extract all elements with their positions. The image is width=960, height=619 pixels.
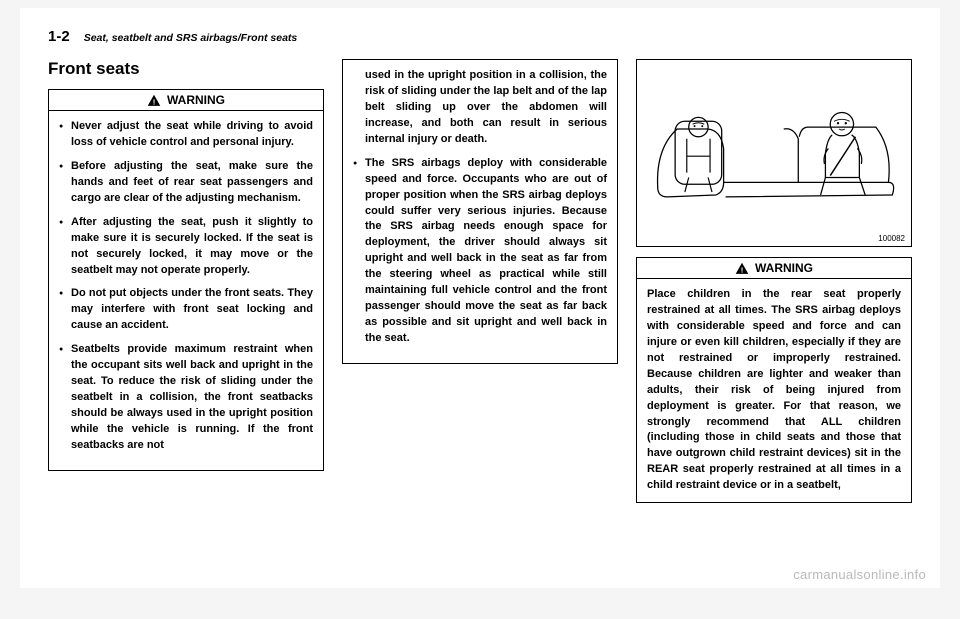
- svg-text:!: !: [741, 265, 744, 274]
- warning-item: The SRS airbags deploy with considerable…: [353, 156, 607, 347]
- breadcrumb: Seat, seatbelt and SRS airbags/Front sea…: [84, 32, 298, 44]
- svg-text:!: !: [153, 97, 156, 106]
- warning-header: ! WARNING: [49, 90, 323, 111]
- warning-item: Before adjusting the seat, make sure the…: [59, 159, 313, 207]
- column-3: 100082 ! WARNING Place children in the r…: [636, 59, 912, 503]
- section-title: Front seats: [48, 59, 324, 79]
- warning-body-2: used in the upright position in a collis…: [343, 60, 617, 363]
- watermark: carmanualsonline.info: [793, 567, 926, 582]
- content-columns: Front seats ! WARNING Never adjust the s…: [48, 59, 912, 503]
- warning-label: WARNING: [167, 93, 225, 107]
- warning-item: Seatbelts provide maximum restraint when…: [59, 342, 313, 454]
- illustration-id: 100082: [878, 234, 905, 243]
- warning-label: WARNING: [755, 261, 813, 275]
- warning-triangle-icon: !: [147, 94, 161, 107]
- illustration-box: 100082: [636, 59, 912, 247]
- page-number: 1-2: [48, 28, 70, 45]
- column-1: Front seats ! WARNING Never adjust the s…: [48, 59, 324, 503]
- warning-item: After adjusting the seat, push it slight…: [59, 215, 313, 279]
- warning-text: Place children in the rear seat properly…: [647, 287, 901, 494]
- warning-box-1: ! WARNING Never adjust the seat while dr…: [48, 89, 324, 471]
- warning-header: ! WARNING: [637, 258, 911, 279]
- warning-body-3: Place children in the rear seat properly…: [637, 279, 911, 502]
- warning-box-2: used in the upright position in a collis…: [342, 59, 618, 364]
- warning-body-1: Never adjust the seat while driving to a…: [49, 111, 323, 470]
- warning-item: Do not put objects under the front seats…: [59, 286, 313, 334]
- children-seat-illustration-icon: [648, 77, 900, 230]
- warning-triangle-icon: !: [735, 262, 749, 275]
- page-header: 1-2 Seat, seatbelt and SRS airbags/Front…: [48, 28, 912, 45]
- warning-box-3: ! WARNING Place children in the rear sea…: [636, 257, 912, 503]
- column-2: used in the upright position in a collis…: [342, 59, 618, 503]
- warning-item: Never adjust the seat while driving to a…: [59, 119, 313, 151]
- manual-page: 1-2 Seat, seatbelt and SRS airbags/Front…: [20, 8, 940, 588]
- warning-item: used in the upright position in a collis…: [353, 68, 607, 148]
